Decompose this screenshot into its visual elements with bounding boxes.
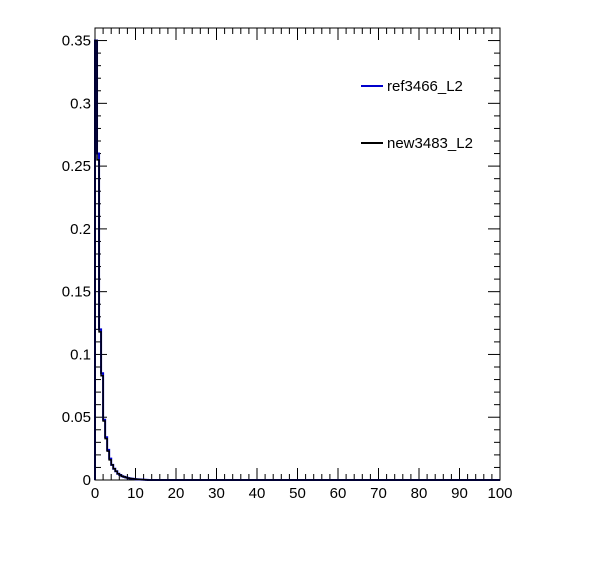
- y-tick-label: 0.05: [62, 409, 91, 426]
- y-tick-label: 0.35: [62, 33, 91, 50]
- plot-frame: [94, 27, 501, 481]
- y-tick-label: 0.3: [70, 95, 91, 112]
- x-tick-label: 0: [91, 485, 99, 502]
- histogram-series: [94, 39, 500, 481]
- x-tick-label: 40: [249, 485, 266, 502]
- legend-label-ref3466: ref3466_L2: [387, 78, 463, 95]
- legend-label-new3483: new3483_L2: [387, 135, 473, 152]
- series-line-new3483_L2: [94, 39, 500, 481]
- y-tick-label: 0.2: [70, 221, 91, 238]
- y-tick-label: 0.1: [70, 346, 91, 363]
- y-tick-label: 0: [83, 472, 91, 489]
- y-tick-label: 0.25: [62, 158, 91, 175]
- x-tick-label: 70: [370, 485, 387, 502]
- axis-ticks: [94, 28, 501, 481]
- x-tick-label: 20: [168, 485, 185, 502]
- x-tick-label: 90: [451, 485, 468, 502]
- x-tick-label: 50: [289, 485, 306, 502]
- series-line-ref3466_L2: [94, 39, 500, 481]
- tick-labels: 0 10 20 30 40 50 60 70 80 90 100 0 0.05 0.1 0.15 0.2 0.2…: [62, 33, 513, 502]
- x-tick-label: 100: [487, 485, 512, 502]
- x-tick-label: 10: [127, 485, 144, 502]
- x-tick-label: 30: [208, 485, 225, 502]
- x-tick-label: 60: [330, 485, 347, 502]
- legend: ref3466_L2 new3483_L2: [361, 78, 473, 152]
- y-tick-label: 0.15: [62, 284, 91, 301]
- x-tick-label: 80: [411, 485, 428, 502]
